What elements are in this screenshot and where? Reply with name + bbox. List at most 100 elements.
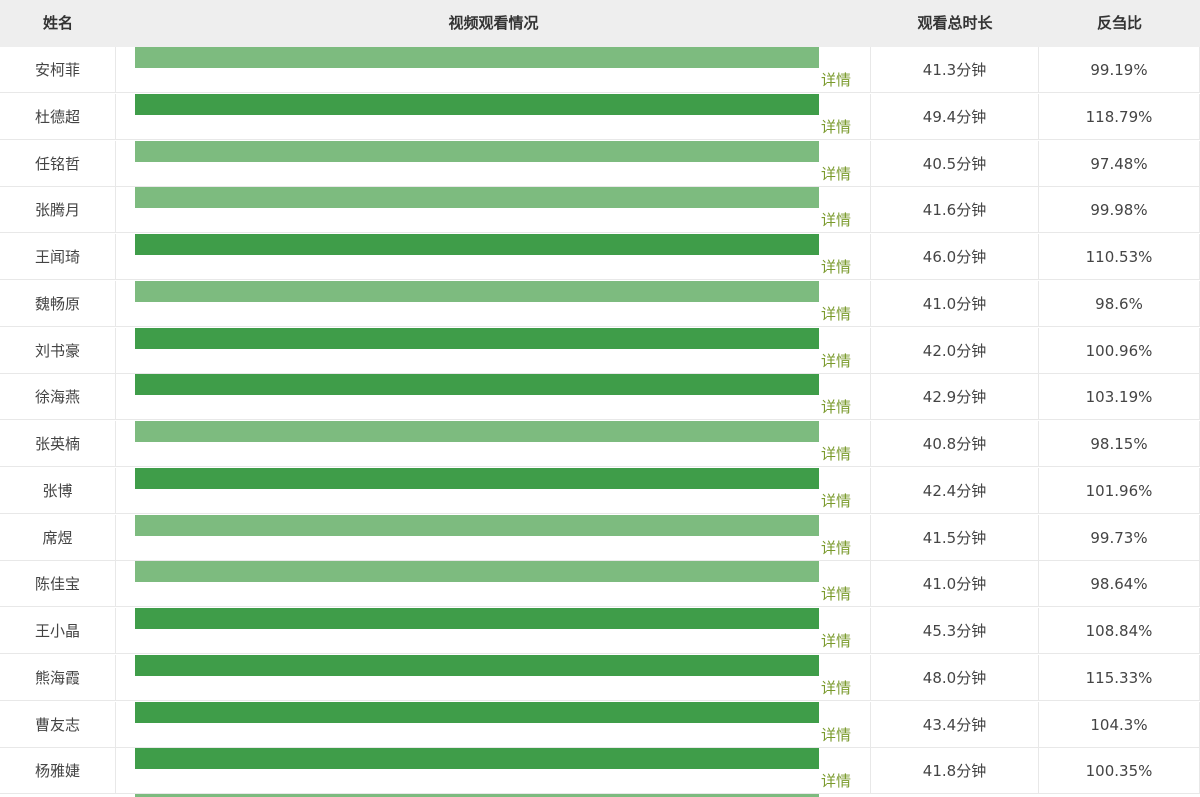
video-progress-cell: 详情: [116, 327, 871, 374]
review-ratio: 100.35%: [1039, 748, 1200, 795]
video-progress-cell: 详情: [116, 187, 871, 234]
video-progress-bar: [135, 514, 819, 536]
student-name: 王闻琦: [0, 234, 116, 280]
detail-link[interactable]: 详情: [821, 258, 852, 276]
watch-duration: 48.0分钟: [871, 654, 1039, 701]
table-row: 席煜 详情 41.5分钟 99.73%: [0, 514, 1200, 561]
detail-link[interactable]: 详情: [821, 304, 852, 323]
video-progress-cell: 详情: [116, 467, 871, 514]
detail-link[interactable]: 详情: [821, 164, 852, 183]
table-row: 杜德超详情 49.4分钟 118.79%: [0, 93, 1200, 140]
detail-link[interactable]: 详情: [821, 772, 852, 791]
table-row: 杨雅婕详情 41.8分钟 100.35%: [0, 748, 1200, 795]
student-name: 张腾月: [0, 187, 116, 234]
detail-link[interactable]: 详情: [821, 117, 852, 136]
review-ratio: 104.3%: [1039, 701, 1200, 748]
review-ratio: 97.48%: [1039, 140, 1200, 187]
detail-link[interactable]: 详情: [821, 491, 852, 510]
video-progress-bar: [135, 608, 819, 629]
video-progress-cell: 详情: [116, 654, 871, 701]
review-ratio: 100.96%: [1039, 327, 1200, 374]
table-row: 魏畅原 详情 41.0分钟 98.6%: [0, 280, 1200, 327]
video-progress-bar: [135, 561, 819, 583]
video-progress-bar: [135, 140, 819, 162]
watch-duration: 41.8分钟: [871, 748, 1039, 795]
table-row: 任铭哲 详情 40.5分钟 97.48%: [0, 140, 1200, 187]
detail-link[interactable]: 详情: [821, 211, 852, 230]
watch-duration: 41.3分钟: [871, 47, 1039, 93]
review-ratio: 110.53%: [1039, 234, 1200, 280]
table-row: 陈佳宝 详情 41.0分钟 98.64%: [0, 561, 1200, 608]
table-header: 姓名 视频观看情况 观看总时长 反刍比: [0, 0, 1200, 47]
video-progress-cell: 详情: [116, 701, 871, 748]
table-row: 张英楠详情 40.8分钟 98.15%: [0, 421, 1200, 467]
video-progress-bar: [135, 748, 819, 770]
watch-duration: 40.5分钟: [871, 140, 1039, 187]
detail-link[interactable]: 详情: [821, 632, 852, 650]
review-ratio: 103.19%: [1039, 374, 1200, 421]
header-ratio: 反刍比: [1096, 14, 1142, 32]
header-name: 姓名: [42, 14, 73, 32]
student-name: 刘书豪: [0, 327, 116, 374]
video-progress-cell: 详情: [116, 514, 871, 561]
review-ratio: 98.64%: [1039, 561, 1200, 608]
student-name: 王小晶: [0, 608, 116, 654]
table-row: 刘书豪 详情 42.0分钟 100.96%: [0, 327, 1200, 374]
review-ratio: 101.96%: [1039, 467, 1200, 514]
video-progress-bar: [135, 374, 819, 396]
watch-duration: 41.0分钟: [871, 280, 1039, 327]
student-name: 张英楠: [0, 421, 116, 467]
review-ratio: 99.19%: [1039, 47, 1200, 93]
video-progress-bar: [135, 421, 819, 442]
header-video: 视频观看情况: [448, 14, 539, 32]
video-progress-cell: 详情: [116, 608, 871, 654]
video-progress-bar: [135, 654, 819, 676]
student-name: 杨雅婕: [0, 748, 116, 795]
video-progress-bar: [135, 701, 819, 723]
student-name: 席煜: [0, 514, 116, 561]
student-name: 安柯菲: [0, 47, 116, 93]
student-name: 杜德超: [0, 93, 116, 140]
detail-link[interactable]: 详情: [821, 71, 852, 89]
video-progress-cell: 详情: [116, 561, 871, 608]
partial-row-bar: [135, 794, 819, 797]
detail-link[interactable]: 详情: [821, 351, 852, 370]
watch-duration: 49.4分钟: [871, 93, 1039, 140]
video-progress-cell: 详情: [116, 748, 871, 795]
detail-link[interactable]: 详情: [821, 678, 852, 697]
table-row: 张腾月 详情 41.6分钟 99.98%: [0, 187, 1200, 234]
video-progress-bar: [135, 467, 819, 489]
detail-link[interactable]: 详情: [821, 538, 852, 557]
header-duration: 观看总时长: [917, 14, 993, 32]
detail-link[interactable]: 详情: [821, 585, 852, 604]
review-ratio: 118.79%: [1039, 93, 1200, 140]
table-row: 曹友志 详情 43.4分钟 104.3%: [0, 701, 1200, 748]
watch-duration: 42.9分钟: [871, 374, 1039, 421]
detail-link[interactable]: 详情: [821, 445, 852, 463]
student-name: 曹友志: [0, 701, 116, 748]
table-row: 熊海霞 详情 48.0分钟 115.33%: [0, 654, 1200, 701]
video-progress-cell: 详情: [116, 421, 871, 467]
detail-link[interactable]: 详情: [821, 398, 852, 417]
review-ratio: 98.6%: [1039, 280, 1200, 327]
video-progress-cell: 详情: [116, 234, 871, 280]
video-progress-bar: [135, 234, 819, 255]
video-progress-bar: [135, 93, 819, 115]
student-name: 熊海霞: [0, 654, 116, 701]
watch-duration: 42.4分钟: [871, 467, 1039, 514]
video-progress-bar: [135, 327, 819, 349]
watch-duration: 45.3分钟: [871, 608, 1039, 654]
watch-duration: 40.8分钟: [871, 421, 1039, 467]
student-name: 张博: [0, 467, 116, 514]
table-row: 张博详情 42.4分钟 101.96%: [0, 467, 1200, 514]
video-progress-cell: 详情: [116, 140, 871, 187]
detail-link[interactable]: 详情: [821, 725, 852, 744]
student-name: 徐海燕: [0, 374, 116, 421]
video-progress-cell: 详情: [116, 280, 871, 327]
table-row: 安柯菲详情 41.3分钟 99.19%: [0, 47, 1200, 93]
student-name: 陈佳宝: [0, 561, 116, 608]
review-ratio: 99.98%: [1039, 187, 1200, 234]
review-ratio: 98.15%: [1039, 421, 1200, 467]
video-progress-bar: [135, 280, 819, 302]
video-progress-cell: 详情: [116, 47, 871, 93]
